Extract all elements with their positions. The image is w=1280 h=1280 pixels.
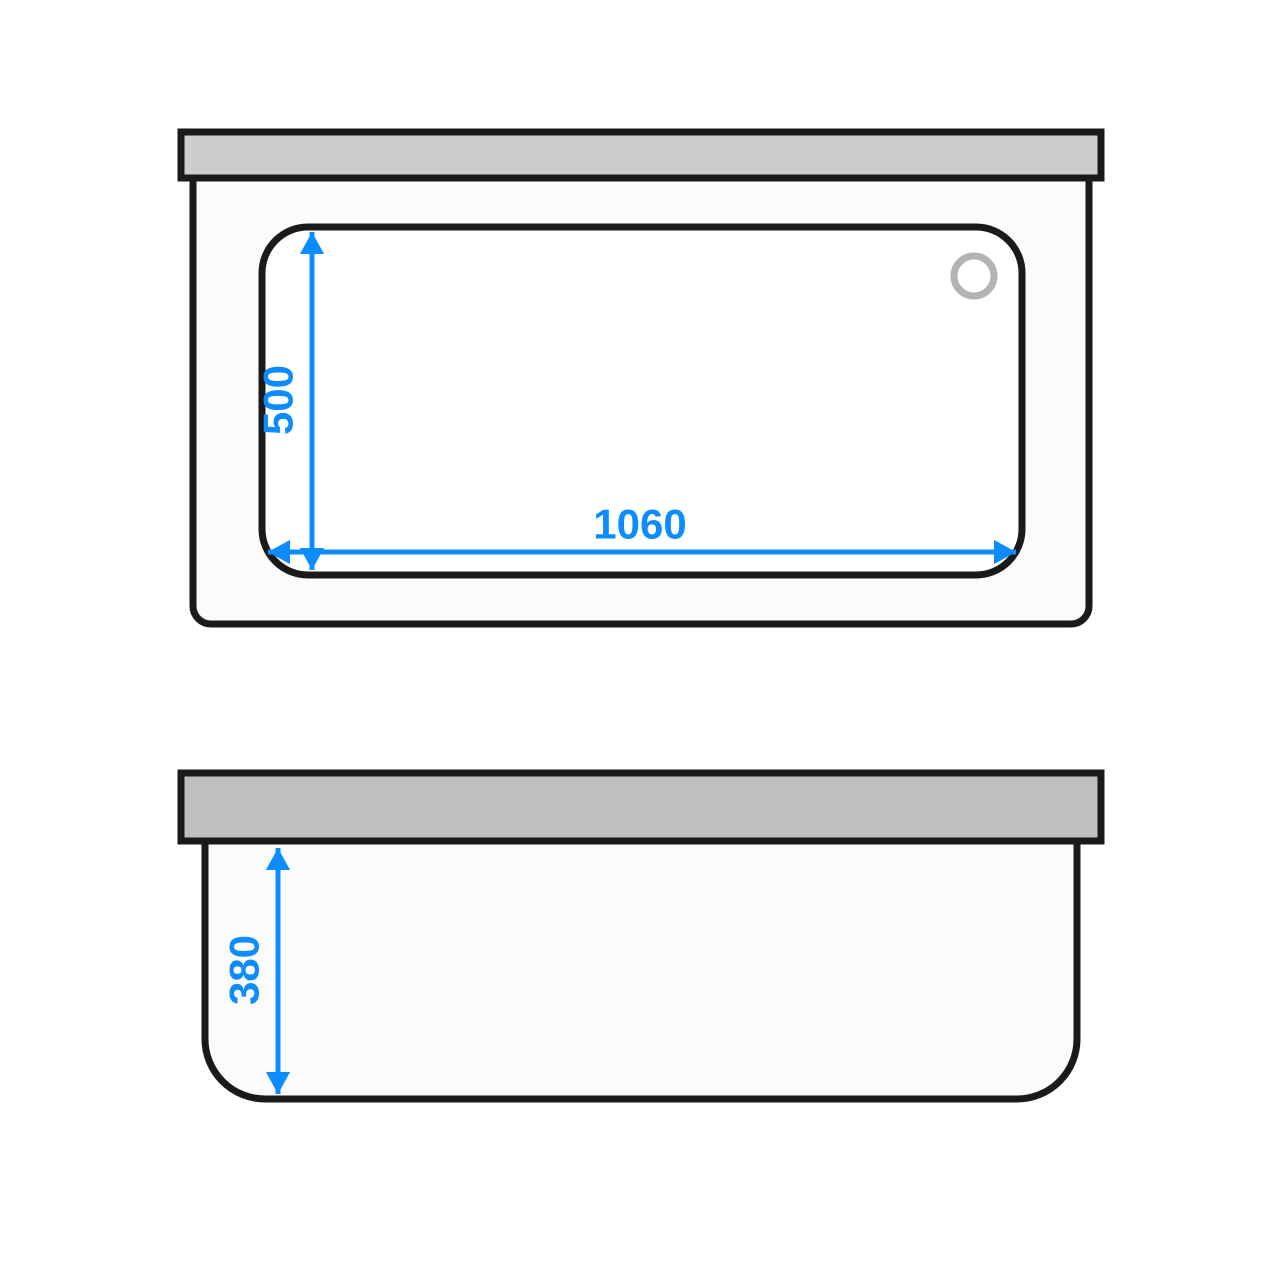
top-lip	[181, 132, 1101, 178]
dim-height-label: 380	[221, 935, 268, 1005]
side-body	[205, 841, 1077, 1099]
dim-depth-label: 500	[255, 365, 302, 435]
dim-width-label: 1060	[593, 501, 686, 548]
side-view: 380	[181, 773, 1101, 1099]
side-lip	[181, 773, 1101, 841]
top-view: 1060 500	[181, 132, 1101, 624]
